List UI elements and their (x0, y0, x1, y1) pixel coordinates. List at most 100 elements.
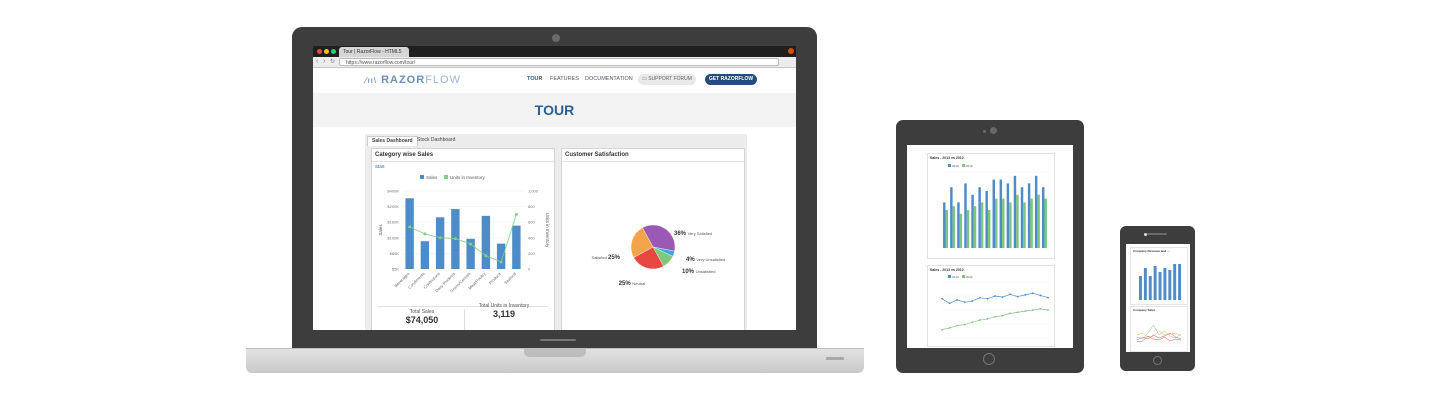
y-axis-label: Sales (378, 224, 383, 236)
mini-line (1136, 332, 1182, 341)
series-point (986, 297, 989, 300)
bar-2013 (992, 179, 995, 248)
mini-line (1136, 330, 1182, 338)
pie-category: Neutral (632, 281, 645, 286)
series-point (994, 315, 996, 318)
pie-percent: 10% (682, 269, 696, 275)
legend-label-2013: 2013 (952, 275, 959, 279)
bar-2013 (1027, 183, 1031, 248)
series-point (1047, 309, 1049, 311)
back-icon[interactable]: ‹ (316, 58, 319, 65)
bar-2013 (999, 179, 1003, 248)
bar-2012 (1037, 194, 1040, 248)
bar-2012 (1044, 198, 1047, 248)
laptop-camera (552, 34, 560, 42)
maximize-window-icon[interactable] (331, 49, 336, 54)
series-line (941, 292, 1049, 304)
nav-features[interactable]: FEATURES (550, 76, 579, 82)
panel-title: Category wise Sales (375, 152, 434, 158)
series-point (978, 319, 981, 321)
pie-slice (642, 224, 676, 252)
chart-title: Company Revenue and ... (1133, 249, 1170, 253)
reload-icon[interactable]: ↻ (330, 59, 336, 65)
series-point (941, 328, 943, 331)
browser-tab[interactable]: Tour | RazorFlow - HTML5 (339, 47, 409, 57)
y2-tick-label: 1,000 (528, 189, 539, 194)
y2-tick-label: 400 (528, 235, 535, 240)
y2-tick-label: 0 (528, 267, 531, 272)
forward-icon[interactable]: › (323, 58, 326, 65)
tab-sales-dashboard[interactable]: Sales Dashboard (367, 136, 418, 146)
minimize-window-icon[interactable] (324, 49, 329, 54)
support-forum-button[interactable]: ▭ SUPPORT FORUM (638, 74, 696, 85)
page-banner: TOUR (313, 93, 796, 127)
drilldown-link[interactable]: Start (375, 164, 385, 169)
bar-2013 (1020, 187, 1024, 248)
y-tick-label: $200K (387, 204, 399, 209)
bar-2013 (1013, 175, 1017, 248)
tablet-sensor (983, 130, 986, 133)
mini-bar (1143, 268, 1147, 300)
mini-line (1136, 335, 1182, 343)
pie-percent: 25% (619, 281, 633, 287)
phone-bar-chart (1139, 264, 1182, 300)
get-razorflow-button[interactable]: GET RAZORFLOW (705, 74, 757, 85)
x-tick-label: Seafood (503, 271, 517, 285)
legend-label-2012: 2012 (966, 164, 973, 168)
bar-2013 (1034, 175, 1038, 248)
series-point (971, 300, 974, 302)
pie-category: Very Unsatisfied (696, 257, 725, 262)
phone-camera (1144, 233, 1147, 236)
nav-tour[interactable]: TOUR (527, 76, 543, 82)
pie-slice (633, 246, 664, 270)
mini-bar (1168, 270, 1172, 300)
satisfaction-pie-chart: 36% Very Satisfied 4% Very Unsatisfied 10%… (592, 224, 725, 287)
pie-percent: 25% (608, 255, 621, 261)
sales-bar (435, 217, 445, 269)
units-point (514, 212, 518, 216)
mini-bar (1148, 276, 1152, 300)
units-point (453, 237, 457, 241)
close-window-icon[interactable] (317, 49, 322, 54)
series-point (956, 299, 959, 301)
bar-2013 (957, 202, 960, 248)
panel-title: Customer Satisfaction (565, 152, 629, 158)
laptop-slot (826, 357, 844, 360)
pie-percent: 36% (674, 231, 688, 237)
series-point (1039, 307, 1042, 310)
pie-label: 4% Very Unsatisfied (686, 257, 725, 263)
units-point (484, 254, 488, 258)
sales-bar (481, 215, 491, 269)
series-point (1024, 293, 1027, 296)
address-bar[interactable]: https://www.razorflow.com/tour/ (339, 58, 779, 66)
bar-2013 (1006, 183, 1010, 248)
y2-tick-label: 200 (528, 251, 535, 256)
bar-2013 (943, 202, 946, 248)
laptop-hinge (540, 339, 576, 341)
kpi-value: $74,050 (405, 315, 439, 325)
category-sales-panel: Category wise Sales Start Sales Units in … (371, 148, 555, 330)
mini-line (1136, 324, 1182, 340)
legend-swatch-2013 (948, 164, 951, 167)
tablet-screen: Sales - 2013 vs 2012 2013 2012 Sales - 20… (907, 145, 1073, 348)
series-point (1001, 296, 1004, 299)
y-tick-label: $5K (392, 267, 399, 272)
extension-icon[interactable] (788, 48, 794, 54)
legend-swatch-2012 (962, 164, 965, 167)
bar-2012 (987, 210, 991, 248)
nav-documentation[interactable]: DOCUMENTATION (585, 76, 633, 82)
legend-label-2012: 2012 (966, 275, 973, 279)
bar-2012 (973, 206, 977, 248)
y-tick-label: $400K (387, 189, 399, 194)
series-point (948, 327, 951, 329)
tab-stock-dashboard[interactable]: Stock Dashboard (417, 137, 456, 143)
kpi-label: Total Sales (409, 309, 435, 315)
sales-bar (496, 243, 506, 269)
tablet-home-button[interactable] (983, 353, 995, 365)
series-point (1024, 310, 1027, 313)
legend-swatch-2012 (962, 275, 965, 278)
razorflow-logo[interactable]: ⁄ıı\ RAZORFLOW (365, 74, 461, 86)
phone-home-button[interactable] (1153, 356, 1162, 365)
chat-icon: ▭ (642, 76, 649, 82)
phone-bar-card: Company Revenue and ... (1130, 247, 1188, 305)
